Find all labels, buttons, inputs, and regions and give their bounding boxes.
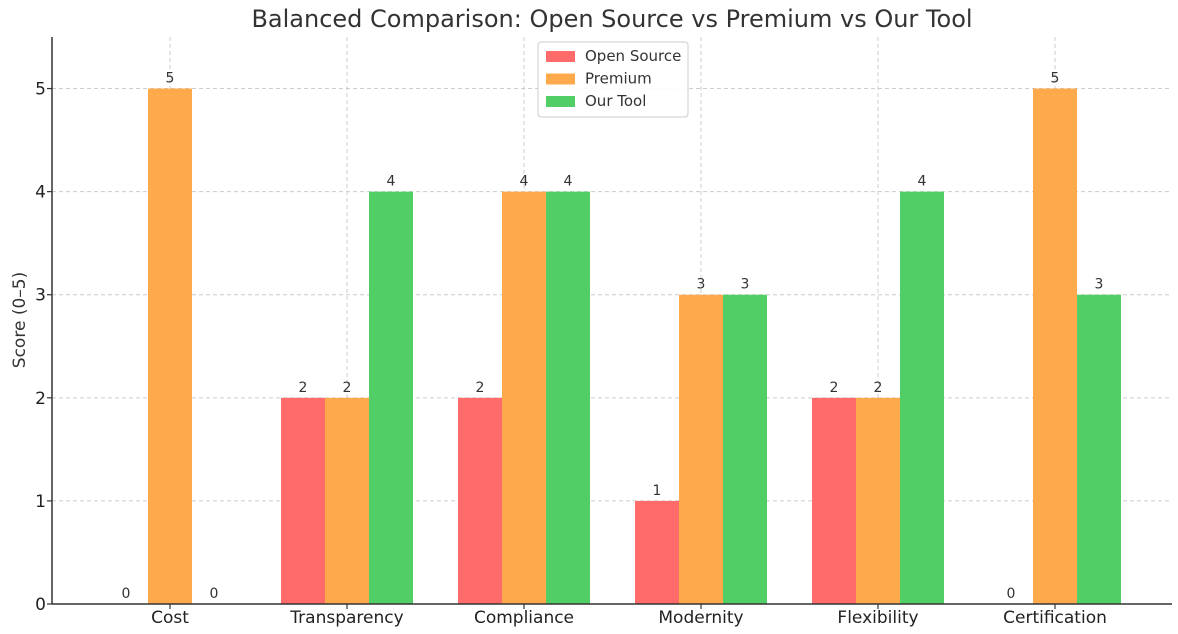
data-label: 3 — [697, 277, 706, 293]
y-tick-label: 4 — [35, 183, 46, 203]
bar — [458, 397, 502, 604]
data-label: 2 — [830, 380, 839, 396]
chart-title: Balanced Comparison: Open Source vs Prem… — [251, 5, 972, 33]
data-label: 1 — [653, 483, 662, 499]
bars — [148, 88, 1121, 605]
y-tick-label: 1 — [35, 492, 46, 512]
bar — [856, 397, 900, 604]
bar — [502, 191, 546, 605]
data-label: 2 — [299, 380, 308, 396]
data-label: 4 — [564, 174, 573, 190]
x-tick-label: Compliance — [474, 608, 574, 628]
data-labels: 0 2 2 1 2 0 5 2 4 3 2 5 0 4 4 3 4 3 — [122, 71, 1104, 602]
bar — [1077, 294, 1121, 604]
legend: Open Source Premium Our Tool — [537, 41, 689, 118]
bar — [900, 191, 944, 605]
data-label: 4 — [918, 174, 927, 190]
bar — [812, 397, 856, 604]
x-tick-label: Certification — [1003, 608, 1107, 628]
bar — [369, 191, 413, 605]
legend-label: Open Source — [585, 47, 681, 65]
legend-swatch — [546, 96, 575, 107]
data-label: 4 — [387, 174, 396, 190]
bar — [546, 191, 590, 605]
data-label: 0 — [122, 586, 131, 602]
data-label: 2 — [874, 380, 883, 396]
data-label: 2 — [476, 380, 485, 396]
data-label: 0 — [210, 586, 219, 602]
grid-lines — [52, 37, 1172, 604]
x-tick-label: Flexibility — [837, 608, 918, 628]
data-label: 3 — [741, 277, 750, 293]
y-tick-label: 3 — [35, 286, 46, 306]
data-label: 0 — [1007, 586, 1016, 602]
data-label: 5 — [1051, 71, 1060, 87]
bar — [1033, 88, 1077, 604]
y-tick-label: 5 — [35, 80, 46, 100]
bar — [635, 500, 679, 604]
data-label: 4 — [520, 174, 529, 190]
bar — [679, 294, 723, 604]
bar — [723, 294, 767, 604]
data-label: 3 — [1095, 277, 1104, 293]
x-tick-label: Cost — [151, 608, 189, 628]
x-tick-label: Transparency — [289, 608, 403, 628]
legend-swatch — [546, 51, 575, 62]
y-axis-label: Score (0–5) — [10, 272, 30, 368]
bar — [281, 397, 325, 604]
x-tick-label: Modernity — [658, 608, 743, 628]
y-tick-label: 0 — [35, 595, 46, 615]
data-label: 2 — [343, 380, 352, 396]
legend-label: Premium — [585, 70, 652, 88]
bar — [148, 88, 192, 604]
legend-swatch — [546, 73, 575, 85]
bar — [325, 397, 369, 604]
y-tick-label: 2 — [35, 389, 46, 409]
axes: 0 1 2 3 4 5 Cost Transparency Compliance Modernit… — [35, 37, 1172, 628]
legend-box — [537, 41, 689, 118]
data-label: 5 — [166, 71, 175, 87]
legend-label: Our Tool — [585, 92, 646, 110]
